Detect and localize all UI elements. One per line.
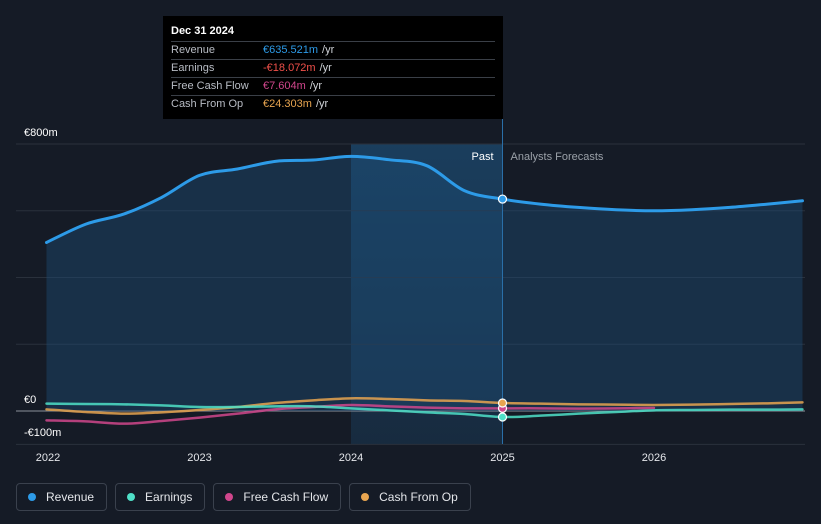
- tooltip-row: Earnings -€18.072m/yr: [171, 59, 495, 77]
- tooltip-row-value: €635.521m: [263, 44, 319, 56]
- legend-dot-icon: [361, 493, 370, 501]
- legend-item-cash-from-op[interactable]: Cash From Op: [349, 483, 471, 511]
- legend-dot-icon: [225, 493, 234, 501]
- series-line-cash-from-op: [45, 397, 804, 415]
- tooltip-row: Revenue €635.521m/yr: [171, 41, 495, 59]
- tooltip-date: Dec 31 2024: [171, 25, 234, 37]
- legend-dot-icon: [127, 493, 136, 501]
- legend-item-revenue[interactable]: Revenue: [16, 483, 108, 511]
- x-tick-label: 2025: [490, 452, 514, 464]
- tooltip-row-label: Free Cash Flow: [171, 80, 249, 92]
- marker-cash-from-op: [497, 398, 508, 408]
- series-line-earnings: [45, 402, 804, 419]
- past-label: Past: [471, 151, 493, 163]
- marker-earnings: [497, 412, 508, 422]
- tooltip-row-label: Earnings: [171, 62, 215, 74]
- legend-label: Cash From Op: [379, 490, 458, 504]
- tooltip-row-unit: /yr: [309, 80, 323, 92]
- tooltip-row-label: Cash From Op: [171, 98, 244, 110]
- tooltip-row-unit: /yr: [319, 62, 332, 74]
- x-tick-label: 2022: [36, 452, 60, 464]
- legend-item-earnings[interactable]: Earnings: [115, 483, 206, 511]
- tooltip-row-unit: /yr: [315, 98, 329, 110]
- tooltip-row-unit: /yr: [322, 44, 335, 56]
- x-tick-label: 2023: [187, 452, 211, 464]
- tooltip-row-label: Revenue: [171, 44, 216, 56]
- forecast-label: Analysts Forecasts: [511, 151, 604, 163]
- tooltip-row: Free Cash Flow €7.604m/yr: [171, 77, 495, 95]
- tooltip-row-value: -€18.072m: [263, 62, 316, 74]
- chart-legend: Revenue Earnings Free Cash Flow Cash From O…: [16, 483, 471, 511]
- legend-label: Free Cash Flow: [243, 490, 329, 504]
- legend-dot-icon: [28, 493, 36, 501]
- y-tick-label: €0: [24, 394, 36, 406]
- revenue-area: [46, 156, 803, 411]
- tooltip-row: Cash From Op €24.303m/yr: [171, 95, 495, 113]
- legend-label: Earnings: [145, 490, 193, 504]
- legend-item-free-cash-flow[interactable]: Free Cash Flow: [213, 483, 342, 511]
- series-line-revenue: [44, 154, 804, 244]
- y-tick-label: -€100m: [24, 427, 61, 439]
- series-line-free-cash-flow: [45, 403, 656, 425]
- legend-label: Revenue: [46, 490, 95, 504]
- x-tick-label: 2024: [339, 452, 363, 464]
- tooltip-row-value: €7.604m: [263, 80, 306, 92]
- y-tick-label: €800m: [24, 127, 58, 139]
- x-tick-label: 2026: [642, 452, 666, 464]
- data-tooltip: Dec 31 2024 Revenue €635.521m/yr Earnings -…: [163, 16, 503, 119]
- tooltip-row-value: €24.303m: [263, 98, 312, 110]
- marker-revenue: [497, 194, 508, 204]
